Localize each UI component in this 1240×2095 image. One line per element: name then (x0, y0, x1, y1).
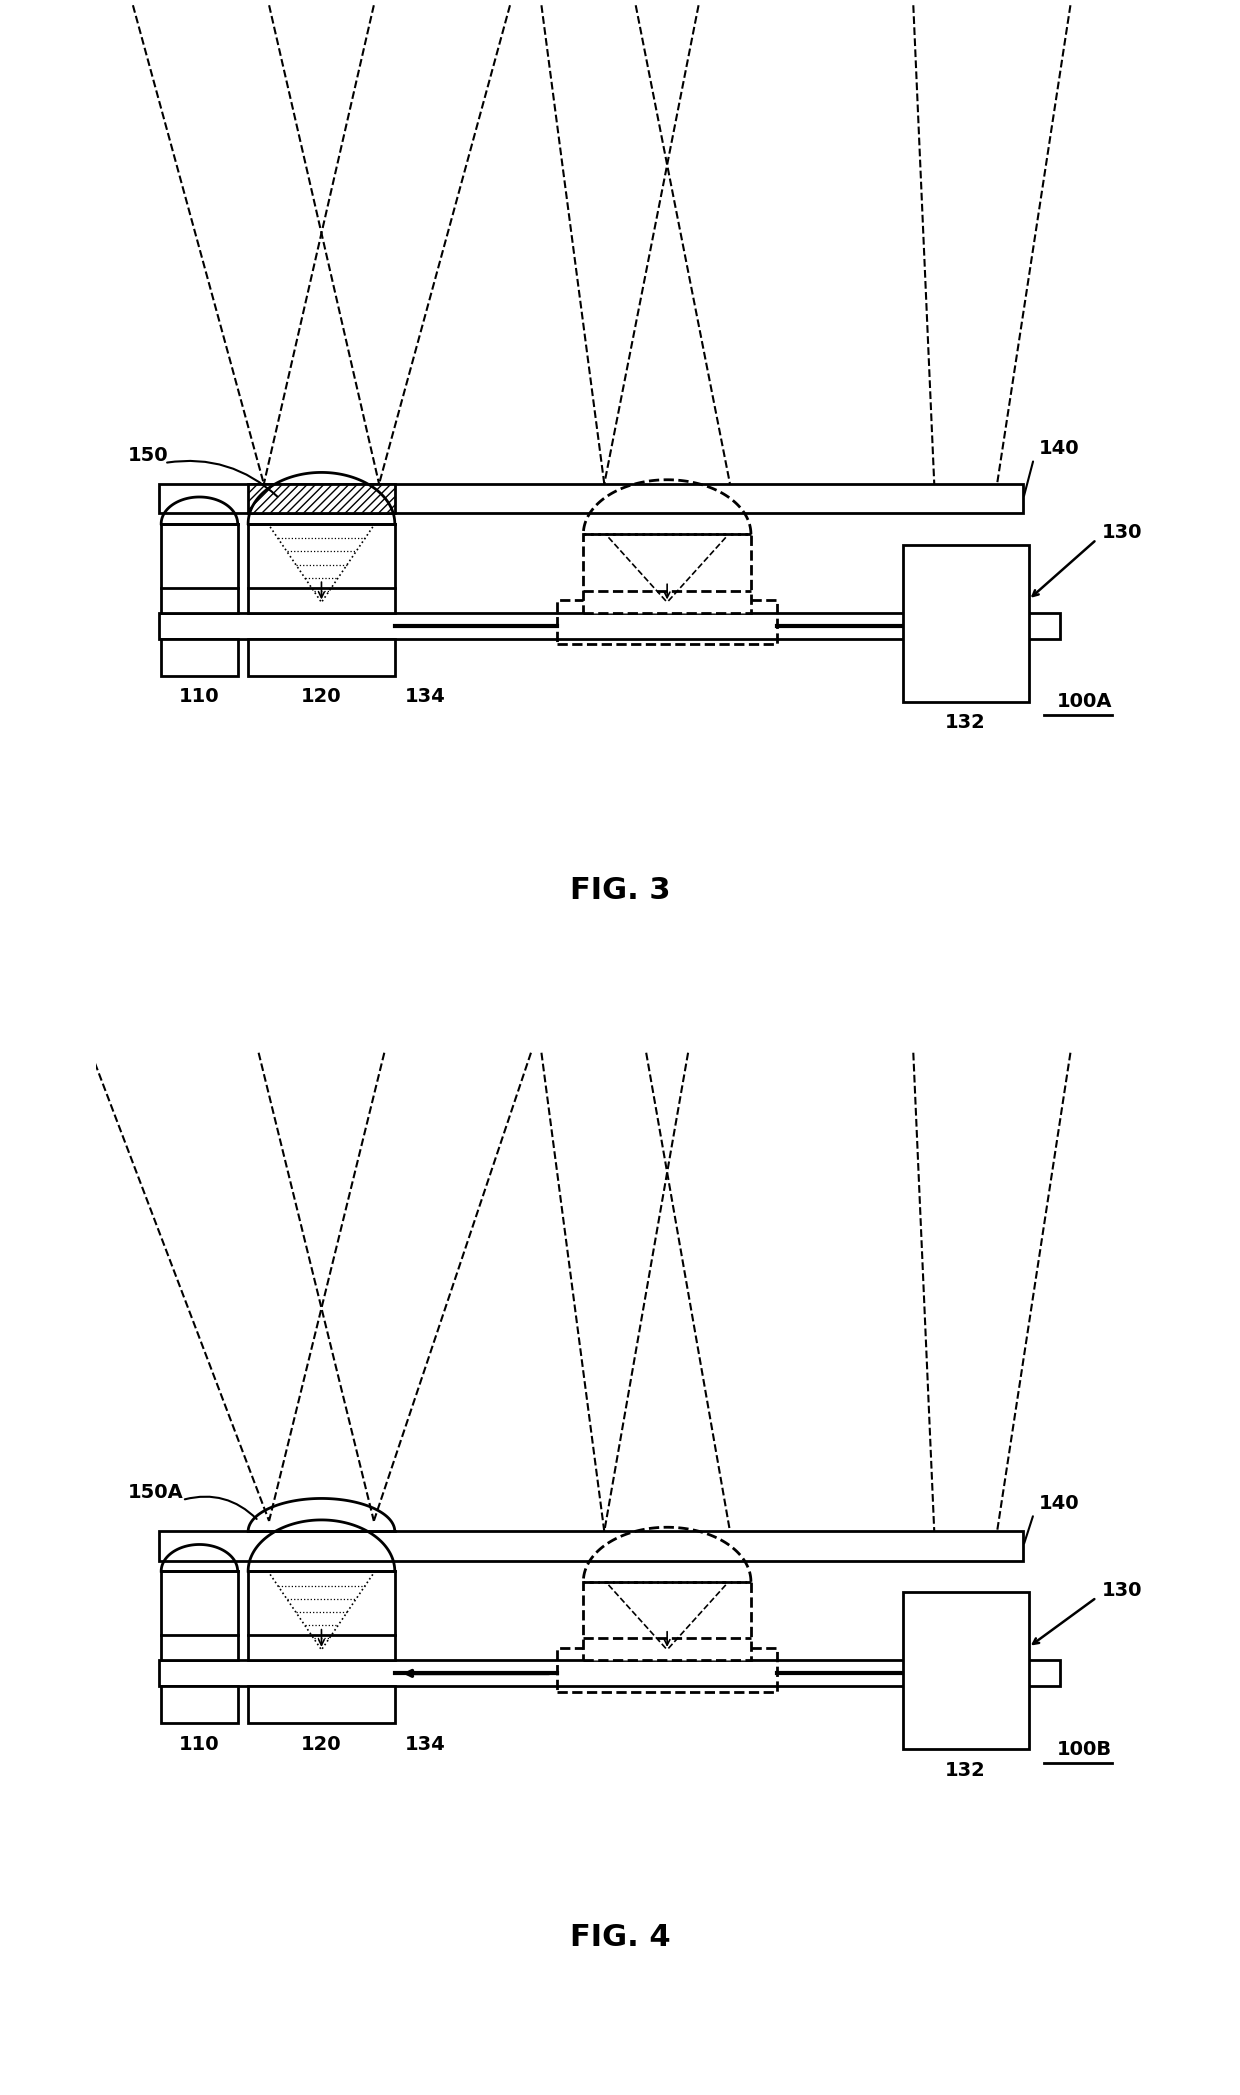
Text: 132: 132 (945, 1760, 986, 1781)
Bar (161, 639, 238, 675)
Text: 134: 134 (405, 687, 446, 706)
Bar (248, 484, 394, 513)
Bar (583, 1582, 751, 1659)
Bar (248, 639, 394, 675)
Bar (159, 1531, 1023, 1561)
Text: 110: 110 (179, 1735, 219, 1754)
Bar (248, 1571, 394, 1659)
Text: FIG. 3: FIG. 3 (569, 876, 671, 905)
Text: 134: 134 (405, 1735, 446, 1754)
Bar (248, 524, 394, 612)
Text: 100B: 100B (1058, 1739, 1112, 1760)
Bar (583, 534, 751, 612)
Text: FIG. 4: FIG. 4 (569, 1923, 671, 1953)
Bar (557, 599, 777, 645)
Bar (248, 1686, 394, 1722)
Bar (557, 1647, 777, 1693)
Bar (903, 1592, 1028, 1749)
Bar (159, 484, 1023, 513)
Text: 120: 120 (301, 687, 342, 706)
Text: 110: 110 (179, 687, 219, 706)
Text: 130: 130 (1102, 522, 1142, 543)
Bar (161, 524, 238, 612)
Bar (161, 1686, 238, 1722)
Text: 140: 140 (1039, 438, 1080, 459)
Text: 120: 120 (301, 1735, 342, 1754)
Text: 132: 132 (945, 712, 986, 733)
Text: 130: 130 (1102, 1580, 1142, 1601)
Bar (903, 545, 1028, 702)
Bar (159, 1659, 1060, 1686)
Bar (159, 612, 1060, 639)
Text: 150A: 150A (128, 1483, 184, 1502)
Text: 140: 140 (1039, 1494, 1080, 1513)
Text: 150: 150 (128, 446, 169, 465)
Bar (161, 1571, 238, 1659)
Text: 100A: 100A (1056, 691, 1112, 712)
